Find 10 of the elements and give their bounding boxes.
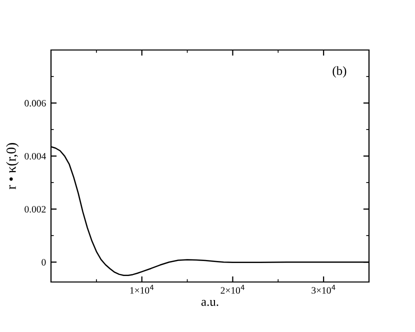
x-tick-label: 1×10$^{4}$: [130, 284, 154, 294]
annotation: (b): [332, 66, 346, 78]
x-tick-label: 2×10$^{4}$: [220, 284, 244, 294]
y-tick-label: 0: [42, 259, 46, 266]
y-axis-title: r • κ(r,0): [6, 143, 19, 190]
y-tick-label: 0.004: [24, 152, 46, 160]
x-axis-title: a.u.: [201, 300, 218, 306]
y-tick-label: 0.006: [24, 100, 46, 107]
x-tick-label: 3×10$^{4}$: [312, 284, 336, 294]
y-tick-label: 0.002: [24, 206, 46, 213]
